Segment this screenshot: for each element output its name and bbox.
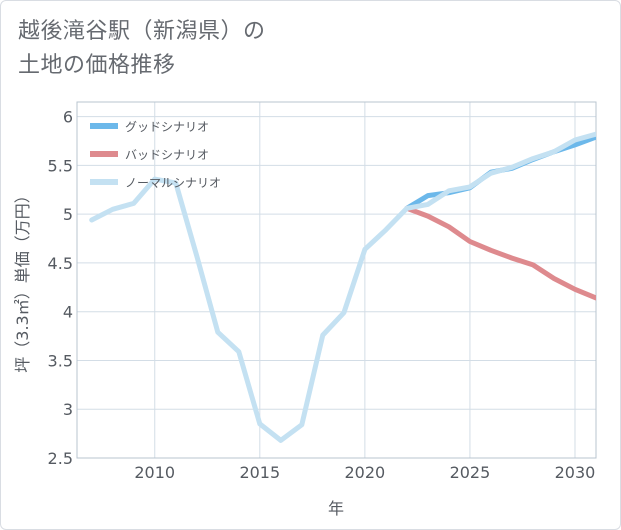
legend-label: ノーマルシナリオ [125,176,221,190]
plot-area-frame [76,101,597,459]
x-tick-label: 2015 [239,463,280,482]
legend-label: バッドシナリオ [125,148,209,162]
y-tick-label: 5.5 [48,156,73,175]
x-tick-label: 2020 [345,463,386,482]
series-line-2 [404,205,596,301]
y-tick-label: 5 [63,205,73,224]
x-tick-label: 2010 [134,463,175,482]
y-tick-label: 2.5 [48,449,73,468]
y-tick-label: 3 [63,400,73,419]
chart-title: 越後滝谷駅（新潟県）の 土地の価格推移 [18,19,266,78]
y-axis-label: 坪（3.3㎡）単価（万円） [13,187,32,372]
y-tick-label: 4 [63,303,73,322]
series-line-3 [89,131,596,443]
series-lines [89,131,596,443]
y-tick-label: 4.5 [48,254,73,273]
y-tick-labels: 2.5 3 3.5 4 4.5 5 5.5 6 [48,108,73,468]
x-tick-label: 2025 [450,463,491,482]
x-axis-label: 年 [328,499,344,518]
x-tick-labels: 2010 2015 2020 2025 2030 [134,463,595,482]
x-tick-label: 2030 [555,463,596,482]
y-tick-label: 6 [63,108,73,127]
y-tick-label: 3.5 [48,351,73,370]
legend-label: グッドシナリオ [125,120,209,134]
